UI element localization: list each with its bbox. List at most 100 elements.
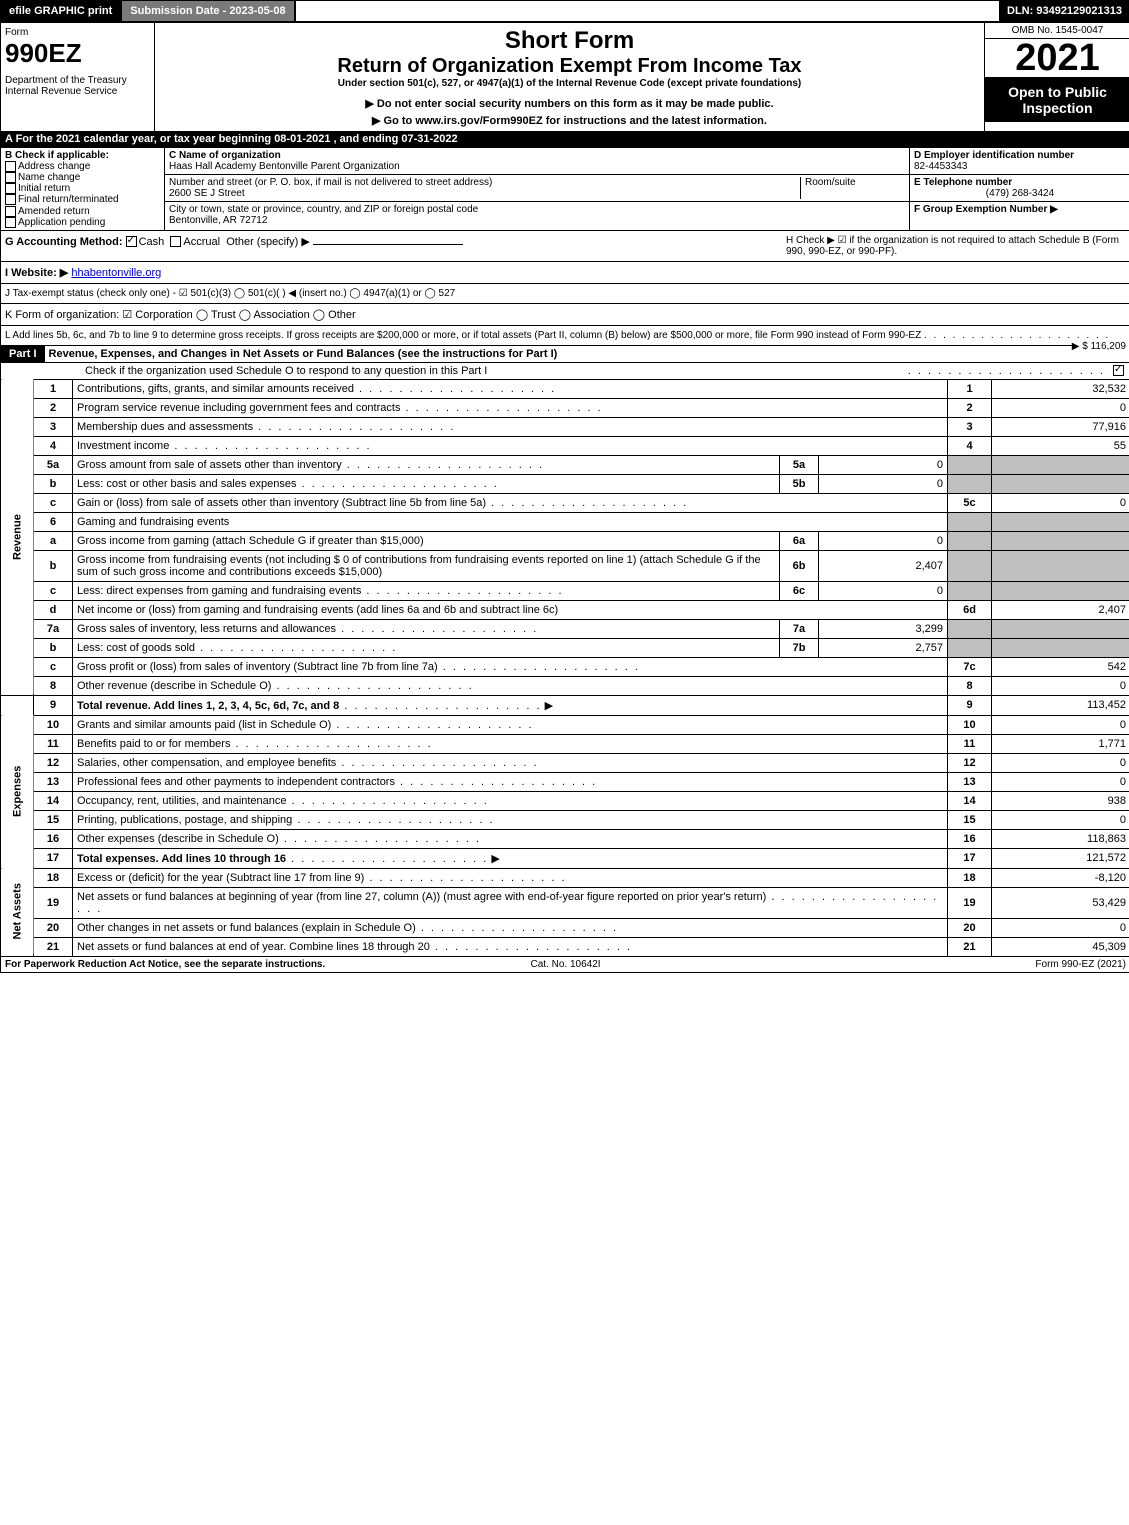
line-9-mv: 113,452: [992, 695, 1129, 715]
line-2-desc: Program service revenue including govern…: [77, 402, 400, 414]
line-15-no: 15: [34, 810, 73, 829]
line-16-no: 16: [34, 829, 73, 848]
line-h: H Check ▶ ☑ if the organization is not r…: [786, 235, 1126, 257]
org-city: Bentonville, AR 72712: [169, 215, 267, 226]
opt-application-pending: Application pending: [18, 217, 105, 228]
form-container: efile GRAPHIC print Submission Date - 20…: [0, 0, 1129, 973]
line-9-no: 9: [34, 695, 73, 715]
line-7a-desc: Gross sales of inventory, less returns a…: [77, 623, 336, 635]
line-1-mn: 1: [948, 379, 992, 398]
line-i: I Website: ▶ hhabentonville.org: [1, 261, 1129, 283]
line-k: K Form of organization: ☑ Corporation ◯ …: [1, 303, 1129, 325]
check-amended-return[interactable]: [5, 206, 16, 217]
line-15-mn: 15: [948, 810, 992, 829]
line-6a-sn: 6a: [780, 531, 819, 550]
line-18-no: 18: [34, 868, 73, 887]
line-6c-sv: 0: [819, 581, 948, 600]
line-21-desc: Net assets or fund balances at end of ye…: [77, 941, 430, 953]
line-17-mn: 17: [948, 848, 992, 868]
line-5b-desc: Less: cost or other basis and sales expe…: [77, 478, 297, 490]
line-19-no: 19: [34, 887, 73, 918]
opt-address-change: Address change: [18, 161, 90, 172]
footer-right: Form 990-EZ (2021): [752, 959, 1126, 970]
line-j: J Tax-exempt status (check only one) - ☑…: [1, 283, 1129, 303]
line-6-mv-shaded: [992, 512, 1129, 531]
section-b: B Check if applicable: Address change Na…: [1, 148, 165, 230]
line-13-mv: 0: [992, 772, 1129, 791]
line-7b-sn: 7b: [780, 638, 819, 657]
l-amount: ▶ $ 116,209: [1072, 341, 1126, 352]
c-addr-label: Number and street (or P. O. box, if mail…: [169, 177, 492, 188]
line-20-mn: 20: [948, 918, 992, 937]
line-6d-mn: 6d: [948, 600, 992, 619]
part1-check-row: Check if the organization used Schedule …: [1, 362, 1129, 379]
line-10-mv: 0: [992, 715, 1129, 734]
line-6b-mn-shaded: [948, 550, 992, 581]
section-d: D Employer identification number 82-4453…: [909, 148, 1129, 230]
line-l: L Add lines 5b, 6c, and 7b to line 9 to …: [1, 325, 1129, 345]
line-7b-mv-shaded: [992, 638, 1129, 657]
check-accrual[interactable]: [170, 236, 181, 247]
line-7b-desc: Less: cost of goods sold: [77, 642, 195, 654]
line-6a-desc: Gross income from gaming (attach Schedul…: [77, 535, 424, 547]
return-title: Return of Organization Exempt From Incom…: [159, 55, 980, 78]
l-text: L Add lines 5b, 6c, and 7b to line 9 to …: [5, 330, 921, 341]
i-label: I Website: ▶: [5, 267, 68, 279]
group-label: F Group Exemption Number ▶: [914, 204, 1058, 215]
line-5a-mn-shaded: [948, 455, 992, 474]
section-b-title: B Check if applicable:: [5, 150, 160, 161]
line-8-no: 8: [34, 676, 73, 695]
line-11-desc: Benefits paid to or for members: [77, 738, 230, 750]
line-11-mv: 1,771: [992, 734, 1129, 753]
line-20-desc: Other changes in net assets or fund bala…: [77, 922, 416, 934]
tax-year: 2021: [985, 39, 1129, 78]
line-5c-desc: Gain or (loss) from sale of assets other…: [77, 497, 486, 509]
part1-checkbox[interactable]: [1113, 365, 1124, 376]
part1-title: Revenue, Expenses, and Changes in Net As…: [45, 346, 1072, 362]
part1-header: Part I Revenue, Expenses, and Changes in…: [1, 345, 1072, 362]
line-5b-sv: 0: [819, 474, 948, 493]
opt-name-change: Name change: [18, 172, 80, 183]
line-5a-no: 5a: [34, 455, 73, 474]
line-8-desc: Other revenue (describe in Schedule O): [77, 680, 271, 692]
footer: For Paperwork Reduction Act Notice, see …: [1, 956, 1129, 972]
website-link[interactable]: hhabentonville.org: [71, 267, 161, 279]
line-5b-mn-shaded: [948, 474, 992, 493]
line-1-mv: 32,532: [992, 379, 1129, 398]
line-4-mn: 4: [948, 436, 992, 455]
line-2-no: 2: [34, 398, 73, 417]
line-5a-mv-shaded: [992, 455, 1129, 474]
line-9-mn: 9: [948, 695, 992, 715]
line-14-mn: 14: [948, 791, 992, 810]
section-a-tax-year: A For the 2021 calendar year, or tax yea…: [1, 131, 1129, 147]
line-11-no: 11: [34, 734, 73, 753]
line-17-desc: Total expenses. Add lines 10 through 16: [77, 853, 286, 865]
check-final-return[interactable]: [5, 194, 16, 205]
line-18-mv: -8,120: [992, 868, 1129, 887]
line-15-mv: 0: [992, 810, 1129, 829]
line-6d-desc: Net income or (loss) from gaming and fun…: [77, 604, 558, 616]
g-cash: Cash: [139, 236, 165, 248]
line-15-desc: Printing, publications, postage, and shi…: [77, 814, 292, 826]
line-7a-sv: 3,299: [819, 619, 948, 638]
room-label: Room/suite: [805, 177, 856, 188]
line-6a-mn-shaded: [948, 531, 992, 550]
line-7a-mn-shaded: [948, 619, 992, 638]
tel-value: (479) 268-3424: [914, 188, 1126, 199]
under-section: Under section 501(c), 527, or 4947(a)(1)…: [159, 78, 980, 89]
row-bcd: B Check if applicable: Address change Na…: [1, 147, 1129, 230]
check-initial-return[interactable]: [5, 183, 16, 194]
line-18-desc: Excess or (deficit) for the year (Subtra…: [77, 872, 364, 884]
check-name-change[interactable]: [5, 172, 16, 183]
line-19-mv: 53,429: [992, 887, 1129, 918]
tel-label: E Telephone number: [914, 177, 1012, 188]
dln-label: DLN: 93492129021313: [999, 1, 1129, 21]
check-application-pending[interactable]: [5, 217, 16, 228]
check-address-change[interactable]: [5, 161, 16, 172]
line-8-mv: 0: [992, 676, 1129, 695]
line-7a-sn: 7a: [780, 619, 819, 638]
line-14-mv: 938: [992, 791, 1129, 810]
check-cash[interactable]: [126, 236, 137, 247]
line-7a-mv-shaded: [992, 619, 1129, 638]
line-6d-mv: 2,407: [992, 600, 1129, 619]
